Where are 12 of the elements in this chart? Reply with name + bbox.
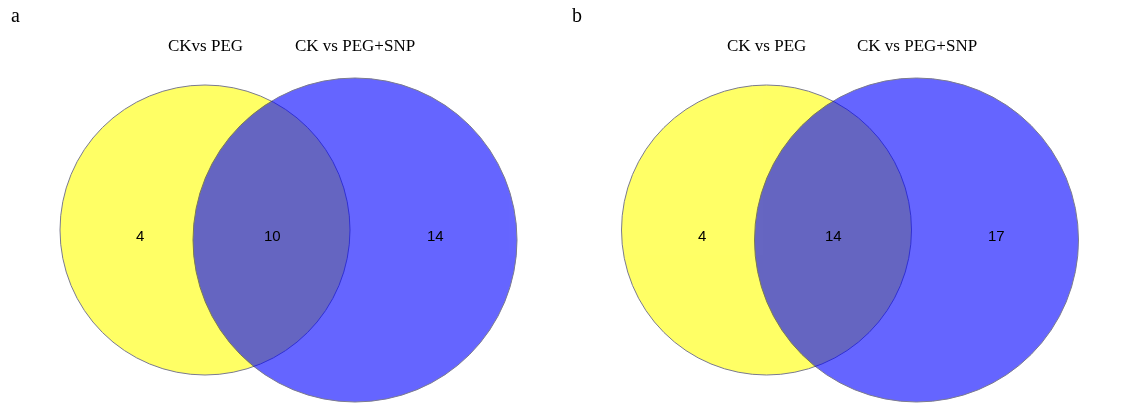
data-label: 4 — [698, 227, 707, 244]
data-label: 14 — [825, 227, 842, 244]
data-label: 17 — [988, 227, 1005, 244]
text: b — [572, 4, 582, 26]
data-label: 14 — [427, 227, 444, 244]
category-label: CK vs PEG — [727, 36, 807, 55]
data-label: 10 — [264, 227, 281, 244]
text: a — [11, 4, 20, 26]
category-label: CKvs PEG — [168, 36, 244, 55]
category-label: CK vs PEG+SNP — [857, 36, 978, 55]
data-label: 4 — [136, 227, 145, 244]
category-label: CK vs PEG+SNP — [295, 36, 416, 55]
